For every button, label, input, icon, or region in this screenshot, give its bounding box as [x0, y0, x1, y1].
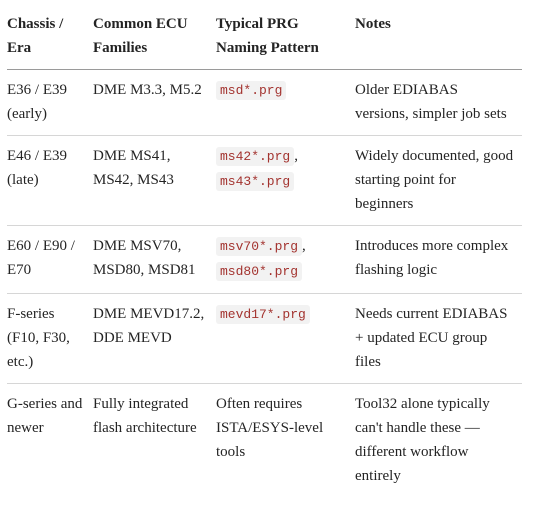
table-cell: F-series (F10, F30, etc.) — [7, 293, 93, 384]
code-pattern: mevd17*.prg — [216, 305, 310, 324]
table-cell: Fully integrated flash architecture — [93, 396, 197, 436]
table-cell: DME MS41, MS42, MS43 — [93, 135, 216, 226]
table-cell: E46 / E39 (late) — [7, 135, 93, 226]
table-cell: Needs current EDIABAS + updated ECU grou… — [355, 293, 522, 384]
table-cell: ms42*.prg, ms43*.prg — [216, 135, 355, 226]
header-row: Chassis / Era Common ECU Families Typical … — [7, 9, 522, 70]
table-cell: msv70*.prg, msd80*.prg — [216, 225, 355, 294]
table-cell: E60 / E90 / E70 — [7, 225, 93, 294]
table-cell: Widely documented, good starting point f… — [355, 135, 522, 226]
table-row: E36 / E39 (early) DME M3.3, M5.2 msd*.prg O… — [7, 69, 522, 136]
table-cell: msd*.prg — [216, 69, 355, 136]
code-pattern: msv70*.prg — [216, 237, 303, 256]
header-cell: Common ECU Families — [93, 9, 216, 70]
table-cell: Tool32 alone typically can't handle thes… — [355, 396, 490, 484]
code-pattern: ms42*.prg — [216, 147, 295, 166]
header-cell: Chassis / Era — [7, 9, 93, 70]
table-cell: Older EDIABAS versions, simpler job sets — [355, 69, 522, 136]
ecu-table: Chassis / Era Common ECU Families Typical … — [7, 9, 522, 497]
header-cell: Notes — [355, 9, 522, 70]
table-row: F-series (F10, F30, etc.) DME MEVD17.2, D… — [7, 293, 522, 384]
code-pattern: msd80*.prg — [216, 262, 303, 281]
header-cell: Typical PRG Naming Pattern — [216, 9, 355, 70]
separator: , — [302, 238, 306, 254]
table-cell: DME M3.3, M5.2 — [93, 69, 216, 136]
table-cell: E36 / E39 (early) — [7, 69, 93, 136]
table-cell: G-series and newer — [7, 396, 83, 436]
table-cell: DME MSV70, MSD80, MSD81 — [93, 225, 216, 294]
table-cell: Often requires ISTA/ESYS-level tools — [216, 396, 324, 460]
table-cell: Introduces more complex flashing logic — [355, 225, 522, 294]
code-pattern: ms43*.prg — [216, 172, 295, 191]
separator: , — [294, 148, 298, 164]
page: Chassis / Era Common ECU Families Typical … — [0, 9, 560, 518]
code-pattern: msd*.prg — [216, 81, 287, 100]
table-row: G-series and newer Fully integrated flash… — [7, 384, 522, 498]
table-cell: mevd17*.prg — [216, 293, 355, 384]
table-row: E60 / E90 / E70 DME MSV70, MSD80, MSD81 ms… — [7, 225, 522, 294]
table-body: E36 / E39 (early) DME M3.3, M5.2 msd*.prg O… — [7, 69, 522, 498]
table-row: E46 / E39 (late) DME MS41, MS42, MS43 ms42… — [7, 135, 522, 226]
table-cell: DME MEVD17.2, DDE MEVD — [93, 293, 216, 384]
